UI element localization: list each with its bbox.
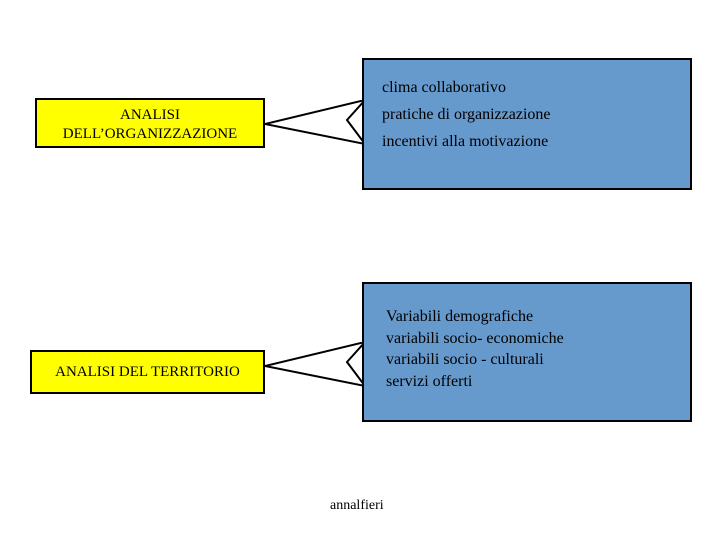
- yellow-box-organizzazione: ANALISI DELL’ORGANIZZAZIONE: [35, 98, 265, 148]
- connector-1: [265, 100, 365, 148]
- blue-box-territorio-details: Variabili demografiche variabili socio- …: [362, 282, 692, 422]
- blue-box-organizzazione-details: clima collaborativo pratiche di organizz…: [362, 58, 692, 190]
- blue2-line4: servizi offerti: [386, 371, 668, 393]
- yellow1-line1: ANALISI: [41, 106, 259, 125]
- yellow2-line1: ANALISI DEL TERRITORIO: [36, 363, 259, 382]
- blue1-line2: pratiche di organizzazione: [382, 101, 672, 128]
- blue2-line1: Variabili demografiche: [386, 306, 668, 328]
- yellow1-line2: DELL’ORGANIZZAZIONE: [41, 125, 259, 144]
- blue1-line3: incentivi alla motivazione: [382, 128, 672, 155]
- blue2-line3: variabili socio - culturali: [386, 349, 668, 371]
- blue1-line1: clima collaborativo: [382, 74, 672, 101]
- footer-author: annalfieri: [330, 498, 384, 514]
- yellow-box-territorio: ANALISI DEL TERRITORIO: [30, 350, 265, 394]
- blue2-line2: variabili socio- economiche: [386, 328, 668, 350]
- connector-2: [265, 342, 365, 390]
